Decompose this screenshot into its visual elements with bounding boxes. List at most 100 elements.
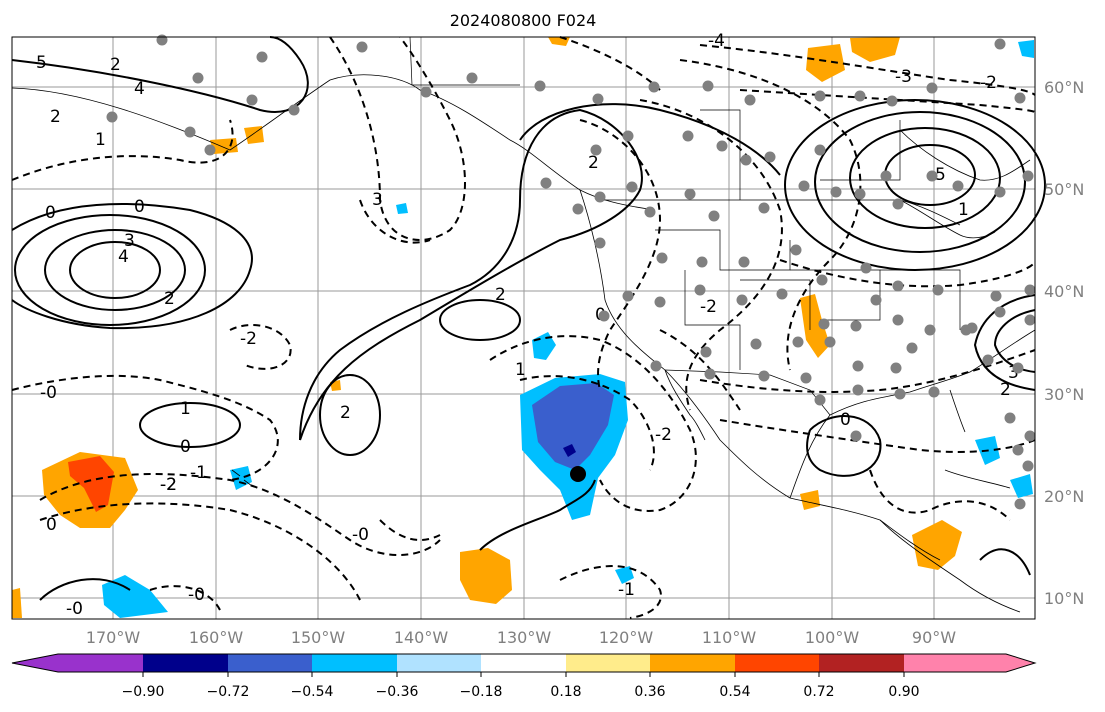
contour-label: -2 [160, 475, 177, 495]
shade-orange-small [12, 588, 22, 618]
map-panel: 5 4 2 1 0 3 4 2 -2 1 0 -1 -2 -0 5 3 2 1 … [11, 31, 1046, 620]
contour-label: 0 [840, 410, 851, 430]
station-dot [990, 290, 1002, 302]
colorbar: −0.90 −0.72 −0.54 −0.36 −0.18 0.18 0.36 … [11, 653, 1037, 700]
station-dot [880, 170, 892, 182]
station-dot [758, 370, 770, 382]
station-dot [818, 318, 830, 330]
lon-label: 100°W [805, 628, 860, 647]
contour-gulf-loop [806, 415, 882, 477]
contour-label: 3 [372, 190, 383, 210]
station-dot [906, 342, 918, 354]
station-dot [798, 180, 810, 192]
shade-orange-caribbean [912, 520, 962, 570]
station-dot [356, 41, 368, 53]
dash-9 [519, 375, 655, 471]
station-dot [656, 252, 668, 264]
longitude-labels: 170°W 160°W 150°W 140°W 130°W 120°W 110°… [86, 628, 956, 647]
border-states-5 [740, 279, 811, 330]
contour-label: 2 [50, 107, 61, 127]
contour-south-loop [479, 479, 596, 551]
lat-label: 10°N [1044, 589, 1084, 608]
station-dot [704, 368, 716, 380]
colorbar-ticks [142, 672, 905, 677]
colorbar-tick-label: 0.18 [550, 684, 581, 700]
coast-central-america [879, 519, 1021, 613]
dash-23 [559, 36, 661, 91]
station-dot [736, 294, 748, 306]
coast-alaska [11, 74, 656, 211]
station-dot [852, 384, 864, 396]
contour-canada-high-4 [784, 99, 1046, 271]
lon-label: 160°W [189, 628, 244, 647]
colorbar-tick-label: −0.72 [207, 684, 250, 700]
graticule [12, 37, 1035, 619]
lon-label: 150°W [291, 628, 346, 647]
shade-orange-south [460, 548, 512, 604]
contour-label: 2 [110, 55, 121, 75]
coast-northamerica-west [579, 189, 941, 561]
station-dot [890, 362, 902, 374]
dash-16 [699, 349, 1036, 393]
colorbar-tick-label: 0.54 [719, 684, 750, 700]
station-dot [816, 274, 828, 286]
station-dot [850, 430, 862, 442]
contour-label: 2 [1000, 380, 1011, 400]
station-dot [1014, 498, 1026, 510]
colorbar-tick-label: 0.72 [803, 684, 834, 700]
contour-label: -0 [66, 599, 83, 619]
colorbar-segment [904, 654, 1006, 672]
station-dot [1022, 460, 1034, 472]
station-dot [894, 388, 906, 400]
colorbar-tick-label: −0.18 [460, 684, 503, 700]
station-dot [622, 290, 634, 302]
station-dot [626, 181, 638, 193]
shade-cyan-small-b [615, 566, 634, 584]
shade-cyan-small-f [230, 466, 252, 490]
border-states-2 [684, 270, 741, 370]
station-dot [700, 346, 712, 358]
dash-21 [379, 519, 441, 541]
station-dot [926, 170, 938, 182]
lon-label: 170°W [86, 628, 141, 647]
latitude-labels: 60°N 50°N 40°N 30°N 20°N 10°N [1044, 78, 1084, 608]
contour-label: 0 [134, 197, 145, 217]
station-dot [924, 324, 936, 336]
station-dot [814, 394, 826, 406]
station-dot [156, 34, 168, 46]
colorbar-tick-label: −0.90 [122, 684, 165, 700]
colorbar-segment [735, 654, 819, 672]
border-states-6 [700, 109, 741, 200]
contour-label: -0 [352, 525, 369, 545]
shade-orange-texas [800, 294, 830, 358]
dash-17 [719, 419, 1036, 453]
shade-orange-canada [806, 44, 845, 82]
lon-label: 90°W [912, 628, 956, 647]
contour-label: 0 [180, 437, 191, 457]
dash-8 [489, 335, 697, 512]
colorbar-segment [566, 654, 650, 672]
station-dot [534, 80, 546, 92]
station-dot [744, 94, 756, 106]
lat-label: 30°N [1044, 385, 1084, 404]
lat-label: 40°N [1044, 282, 1084, 301]
dash-5 [39, 473, 441, 556]
shade-orange-alaska-b [244, 126, 264, 144]
contour-label: -2 [655, 425, 672, 445]
contour-pacific-high-1 [69, 241, 161, 299]
lon-label: 110°W [702, 628, 757, 647]
colorbar-segment [819, 654, 904, 672]
colorbar-segment [397, 654, 481, 672]
contour-pacific-high-4 [11, 203, 253, 330]
contour-label: -0 [40, 383, 57, 403]
colorbar-segment [58, 654, 143, 672]
station-dot [590, 144, 602, 156]
colorbar-segment [143, 654, 228, 672]
contour-label: 4 [134, 79, 145, 99]
contour-label: -4 [708, 31, 725, 51]
shade-blue-main [532, 383, 614, 470]
colorbar-segment [228, 654, 312, 672]
contour-label: -2 [980, 73, 997, 93]
station-dot [1024, 430, 1036, 442]
station-dot [1024, 314, 1036, 326]
